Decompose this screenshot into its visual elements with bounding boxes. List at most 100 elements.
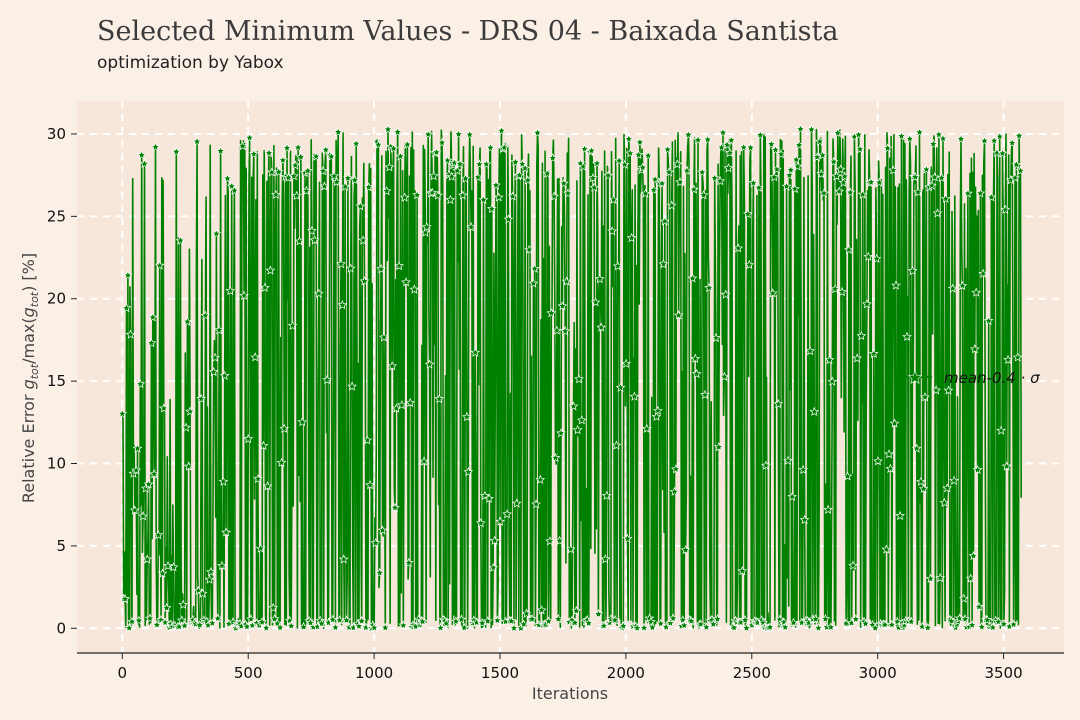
series-point [460,173,471,183]
series-point [214,325,225,335]
series-point [178,599,189,609]
series-point [697,167,708,177]
series-point [194,620,205,630]
series-point [965,573,976,583]
series-point [848,560,858,570]
series-point [592,158,602,168]
series-point [932,208,943,218]
series-point [543,616,554,626]
series-point [594,273,605,284]
series-point [675,177,685,187]
series-point [813,622,824,633]
series-point [687,273,698,283]
series-point [892,616,903,626]
series-point [369,622,380,633]
series-point [881,544,892,554]
series-point [809,406,820,416]
series-point [765,622,775,632]
series-point [499,142,510,152]
series-point [550,452,561,463]
series-point [700,389,710,400]
series-point [689,184,699,194]
series-point [1015,165,1026,175]
series-point [495,516,505,526]
x-tick-label: 2500 [733,664,771,682]
series-point [179,620,190,630]
series-point [799,514,810,525]
series-point [618,620,629,631]
series-point [527,614,537,624]
series-point [313,288,324,298]
series-point [398,620,409,630]
series-point [401,277,411,287]
series-point [554,535,565,546]
series-point [779,617,789,627]
series-point [282,142,292,153]
series-point [855,144,865,154]
series-point [826,622,836,632]
series-point [260,282,270,292]
series-point [960,614,970,624]
series-point [665,617,676,628]
x-tick-label: 3500 [984,664,1022,682]
legend: mean-0.4 · σ [898,369,1040,387]
series-point [942,483,952,493]
series-point [290,160,301,170]
series-point [388,143,399,153]
series-point [570,617,580,627]
series-point [535,474,546,484]
series-point [806,124,817,134]
series-point [792,161,803,171]
series-point [712,613,723,624]
series-point [871,253,882,263]
series-point [333,126,344,137]
series-point [755,129,766,140]
series-point [629,391,640,401]
series-point [120,593,130,604]
series-point [546,308,557,318]
series-point [1000,204,1011,214]
series-point [316,618,327,628]
series-point [412,189,422,200]
series-point [127,616,137,626]
series-point [1011,159,1022,169]
series-point [200,310,211,320]
series-point [507,191,518,201]
series-point [349,175,360,185]
legend-label: mean-0.4 · σ [944,369,1040,387]
series-point [963,188,973,198]
series-point [648,184,659,195]
series-point [702,134,713,144]
series-point [532,127,543,138]
series-point [250,352,261,362]
series-point [131,465,142,475]
series-point [134,615,144,625]
series-point [992,147,1002,157]
series-point [967,620,977,630]
series-point [921,164,932,174]
series-point [607,226,618,236]
series-point [619,159,630,169]
series-point [168,562,179,572]
series-point [682,165,692,175]
series-point [362,435,373,445]
series-point [208,366,219,377]
series-point [117,408,128,418]
series-point [453,129,464,139]
series-point [129,505,140,515]
series-point [163,560,173,571]
series-point [928,138,939,149]
series-point [770,144,781,155]
series-point [255,543,266,553]
series-point [355,201,366,211]
series-point [463,466,474,477]
series-point [520,163,530,173]
series-point [296,152,306,162]
y-axis-label-pre: Relative Error [19,389,38,503]
series-point [828,156,839,166]
series-point [279,423,290,433]
series-point [568,401,579,411]
y-axis-label-g2: g [19,307,38,317]
series-point [987,622,998,632]
series-point [136,149,147,160]
